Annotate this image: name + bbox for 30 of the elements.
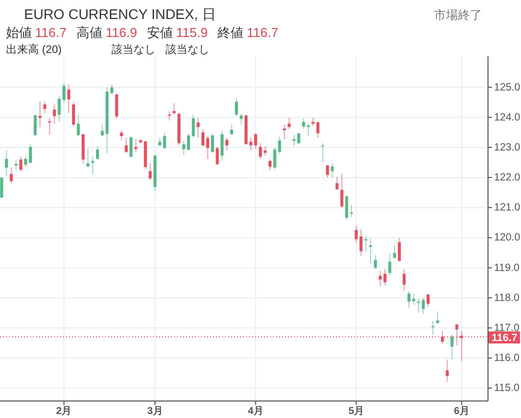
text: 安値 <box>147 25 174 40</box>
text: 116.7 <box>35 25 67 40</box>
x-tick-label: 4月 <box>248 406 264 417</box>
x-tick-label: 5月 <box>348 406 364 417</box>
annotation: 出来高 (20) <box>6 43 62 56</box>
y-tick-label: 116.0 <box>494 352 520 364</box>
ref-line-label: 116.7 <box>492 332 518 344</box>
y-tick-label: 125.0 <box>494 81 520 94</box>
y-tick-label: 118.0 <box>494 292 520 304</box>
annotation: 該当なし <box>166 43 210 56</box>
text: 116.9 <box>106 25 138 40</box>
text: 115.9 <box>176 25 208 40</box>
y-tick-label: 119.0 <box>494 262 520 274</box>
x-tick-label: 2月 <box>56 406 72 417</box>
chart-title: EURO CURRENCY INDEX, 日 <box>24 6 216 22</box>
text: 始値 <box>6 25 32 40</box>
text: 高値 <box>76 25 103 40</box>
text: 市場終了 <box>434 8 482 22</box>
x-tick-label: 6月 <box>454 406 470 417</box>
y-tick-label: 117.0 <box>494 322 520 334</box>
y-tick-label: 121.0 <box>494 202 520 214</box>
y-tick-label: 115.0 <box>494 382 520 394</box>
y-tick-label: 120.0 <box>494 232 520 244</box>
y-tick-label: 124.0 <box>494 111 520 124</box>
annotation: 該当なし <box>112 43 156 56</box>
y-tick-label: 122.0 <box>494 172 520 184</box>
text: 終値 <box>216 25 244 40</box>
x-tick-label: 3月 <box>147 406 163 417</box>
y-tick-label: 123.0 <box>494 141 520 154</box>
text: 116.7 <box>246 25 278 40</box>
